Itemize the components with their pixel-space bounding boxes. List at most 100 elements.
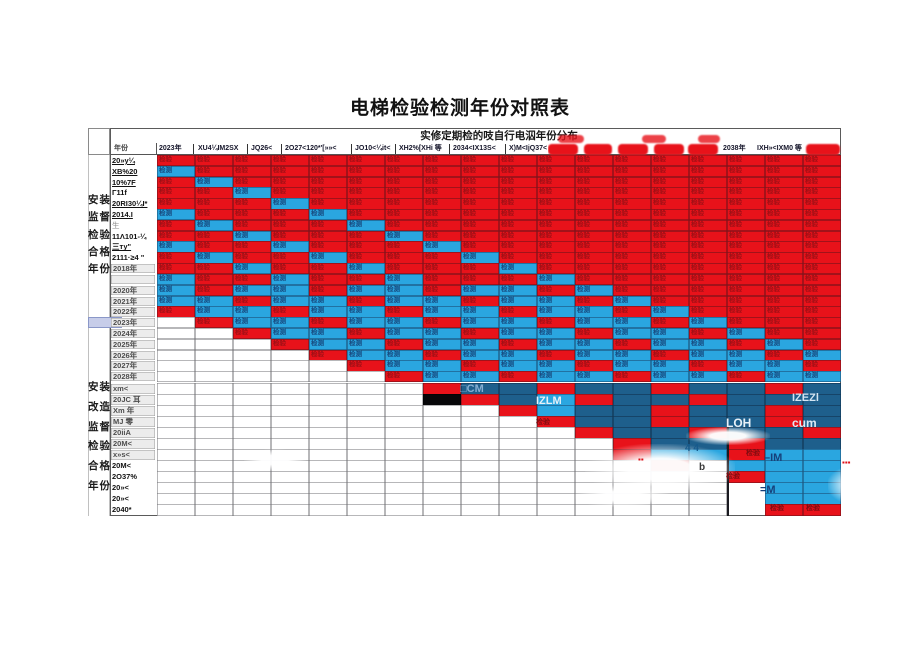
inspection-word: 检验 [349, 253, 362, 261]
inspection-cell: 检验 [537, 209, 575, 221]
empty-cell [309, 449, 347, 461]
inspection-word [499, 405, 537, 407]
empty-cell [537, 482, 575, 494]
detection-word: 检测 [653, 307, 666, 315]
detection-word: 检测 [729, 361, 742, 369]
section-label-renovation: 监督 [88, 420, 111, 433]
row-label: 2111·≥4 " [112, 253, 145, 263]
inspection-word: 检验 [463, 210, 476, 218]
inspection-cell [765, 504, 803, 516]
inspection-word: 检验 [577, 242, 590, 250]
detection-cell: 检测 [309, 306, 347, 318]
empty-cell [233, 493, 271, 505]
detection-cell: 检测 [385, 273, 423, 286]
inspection-cell: 检验 [613, 241, 651, 253]
inspection-word: 检验 [805, 361, 818, 369]
row-label: 20M< [111, 439, 155, 449]
inspection-cell: 检验 [347, 187, 385, 199]
empty-cell [157, 349, 195, 361]
section-label-renovation: 安装 [88, 381, 111, 393]
detection-cell: 检测 [423, 371, 461, 383]
empty-cell [499, 416, 537, 428]
detection-cell: 检测 [575, 284, 613, 296]
empty-cell [233, 383, 271, 395]
detection-word [803, 482, 841, 484]
dark-cell [613, 427, 651, 439]
detection-word: 检测 [235, 231, 248, 239]
inspection-cell: 检验 [499, 219, 537, 232]
inspection-cell: 检验 [803, 327, 841, 340]
inspection-cell: 检验 [309, 273, 347, 286]
detection-word [803, 493, 841, 495]
inspection-word: 检验 [387, 307, 400, 315]
detection-cell: 检测 [689, 349, 727, 361]
inspection-cell: 检验 [651, 165, 689, 178]
inspection-word: 检验 [311, 285, 324, 293]
inspection-cell: 检验 [423, 209, 461, 221]
inspection-cell: 检验 [271, 306, 309, 318]
row-label: 2040* [112, 505, 132, 514]
inspection-cell: 检验 [613, 155, 651, 167]
empty-cell [347, 438, 385, 450]
inspection-word: 检验 [387, 166, 400, 174]
inspection-cell: 检验 [575, 198, 613, 210]
inspection-word: 检验 [463, 166, 476, 174]
inspection-cell: 检验 [423, 165, 461, 178]
inspection-word: 检验 [273, 188, 286, 196]
inspection-word: 检验 [653, 231, 666, 239]
corner-box [88, 128, 110, 155]
detection-word: 检测 [653, 339, 666, 347]
detection-cell: 检测 [575, 306, 613, 318]
detection-word: 检测 [273, 328, 286, 336]
empty-cell [157, 405, 195, 417]
inspection-word: 检验 [767, 274, 780, 282]
empty-cell [271, 349, 309, 361]
inspection-cell: 检验 [727, 371, 765, 383]
inspection-cell [537, 383, 575, 395]
inspection-cell: 检验 [803, 284, 841, 296]
inspection-cell [651, 416, 689, 428]
inspection-word: 检验 [501, 220, 514, 228]
column-header-label: 2034<IX13S< [452, 144, 497, 154]
inspection-word: 检验 [577, 177, 590, 185]
section-label-install: 监督 [88, 211, 111, 224]
inspection-cell: 检验 [385, 198, 423, 210]
empty-cell [157, 493, 195, 505]
inspection-cell: 检验 [195, 198, 233, 210]
detection-cell: 检测 [309, 252, 347, 264]
empty-cell [385, 438, 423, 450]
inspection-cell: 检验 [689, 273, 727, 286]
empty-cell [461, 427, 499, 439]
scan-red-smear [642, 135, 666, 143]
inspection-cell: 检验 [727, 241, 765, 253]
inspection-word: 检验 [615, 188, 628, 196]
empty-cell [271, 394, 309, 406]
inspection-word: 检验 [197, 285, 210, 293]
section-label-install: 检验 [88, 228, 111, 241]
row-label: MJ 零 [111, 417, 155, 427]
inspection-cell: 检验 [461, 230, 499, 242]
empty-cell [233, 460, 271, 472]
inspection-word: 检验 [425, 285, 438, 293]
inspection-word: 检验 [577, 274, 590, 282]
inspection-word: 检验 [767, 350, 780, 358]
empty-cell [347, 449, 385, 461]
empty-cell [233, 394, 271, 406]
inspection-cell [727, 471, 765, 483]
inspection-cell: 检验 [613, 338, 651, 351]
empty-cell [537, 427, 575, 439]
detection-cell: 检测 [499, 360, 537, 372]
empty-cell [537, 449, 575, 461]
detection-word: 检测 [501, 318, 514, 326]
detection-cell: 检测 [233, 187, 271, 199]
detection-cell: 检测 [271, 273, 309, 286]
inspection-word: 检验 [805, 242, 818, 250]
detection-word: 检测 [159, 274, 172, 282]
detection-cell: 检测 [765, 360, 803, 372]
inspection-word: 检验 [349, 199, 362, 207]
inspection-cell: 检验 [803, 176, 841, 188]
inspection-cell: 检验 [309, 317, 347, 329]
empty-cell [461, 482, 499, 494]
empty-cell [499, 482, 537, 494]
inspection-cell: 检验 [233, 327, 271, 340]
